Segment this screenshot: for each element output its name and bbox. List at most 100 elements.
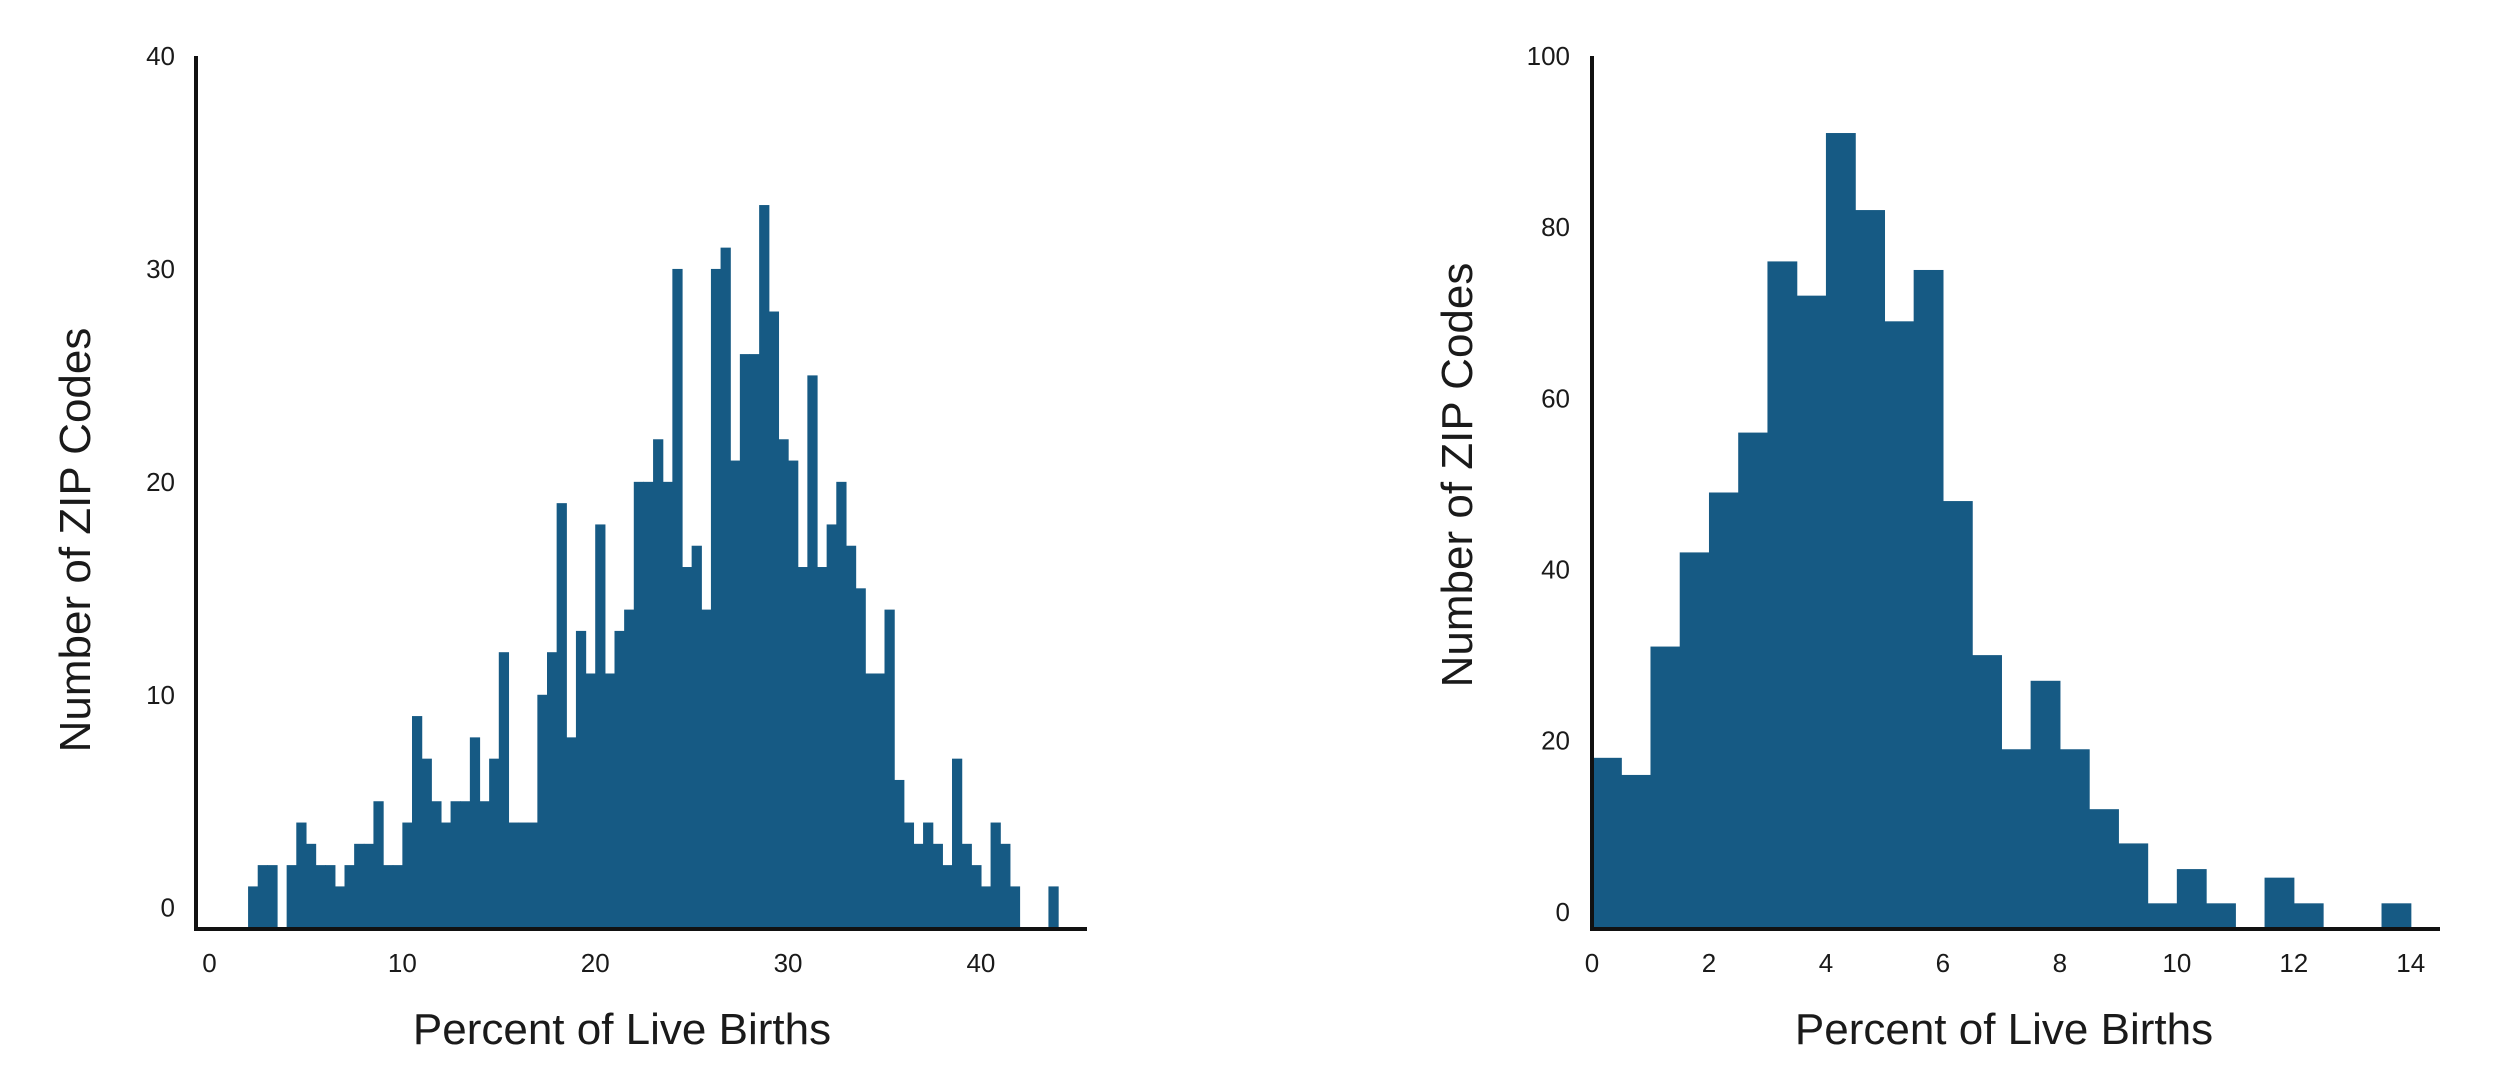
left-histogram-bar [508, 822, 519, 927]
left-histogram-x-ticks: 0 10 20 30 40 [202, 948, 995, 978]
left-histogram-bar [248, 886, 259, 927]
right-histogram-x-tick-label: 6 [1936, 948, 1950, 978]
left-histogram-bar [527, 822, 538, 927]
left-histogram-bar [730, 460, 741, 927]
left-histogram-bar [537, 694, 548, 927]
right-histogram-bar [2030, 680, 2061, 927]
left-histogram-bar [942, 865, 953, 927]
left-histogram-y-tick-label: 0 [161, 893, 175, 923]
left-histogram-bar [286, 865, 297, 927]
right-histogram-bar [1621, 774, 1652, 927]
left-histogram-bar [547, 652, 558, 927]
right-histogram-bar [1679, 552, 1710, 927]
left-histogram-bar [913, 843, 924, 927]
left-histogram-bar [450, 801, 461, 927]
right-histogram-x-tick-label: 8 [2053, 948, 2067, 978]
left-histogram-y-axis-title: Number of ZIP Codes [51, 328, 100, 753]
right-histogram-bar [1767, 261, 1798, 927]
left-histogram-bar [469, 737, 481, 927]
left-histogram-bar [788, 460, 799, 927]
right-histogram-bar [2059, 749, 2090, 927]
left-histogram-x-tick-label: 10 [388, 948, 417, 978]
left-histogram-bars [248, 205, 1059, 928]
right-histogram-bar [1942, 501, 1973, 927]
right-histogram-x-tick-label: 12 [2279, 948, 2308, 978]
right-histogram-bar [2206, 903, 2236, 927]
left-histogram-bar [296, 822, 307, 927]
right-histogram-bar [1650, 646, 1681, 927]
left-histogram-bar [797, 567, 808, 927]
left-histogram-bar [874, 673, 886, 927]
right-histogram-bar [1972, 655, 2002, 927]
left-histogram-bar [575, 630, 587, 927]
left-histogram-bar [325, 865, 336, 927]
left-histogram-bar [923, 822, 934, 927]
left-histogram-bar [363, 843, 375, 927]
left-histogram-y-tick-label: 30 [146, 254, 175, 284]
left-histogram-bar [768, 311, 780, 927]
right-histogram-bar [2001, 749, 2032, 927]
right-histogram-bar [2147, 903, 2178, 927]
right-histogram-bar [2293, 903, 2324, 927]
left-histogram-bar [460, 801, 471, 927]
left-histogram-bar [1009, 886, 1021, 927]
right-histogram-y-tick-label: 20 [1541, 726, 1570, 756]
left-histogram-bar [672, 268, 683, 927]
left-histogram-bar [691, 545, 702, 927]
left-histogram-x-tick-label: 40 [966, 948, 995, 978]
left-histogram-bar [643, 481, 654, 927]
left-histogram-bar [826, 524, 837, 927]
left-histogram-bar [624, 609, 635, 927]
right-histogram-bar [1738, 432, 1769, 927]
left-histogram-y-ticks: 0 10 20 30 40 [146, 41, 175, 923]
right-histogram-x-tick-label: 0 [1585, 948, 1599, 978]
right-histogram-x-tick-label: 4 [1819, 948, 1833, 978]
left-histogram-bar [614, 630, 625, 927]
right-histogram-axes [1590, 56, 2440, 931]
right-histogram-bar [2381, 903, 2412, 927]
left-histogram: 0 10 20 30 40 0 10 20 30 40 Percent of Live Birt… [51, 41, 1087, 1054]
left-histogram-bar [980, 886, 992, 927]
right-histogram-y-tick-label: 0 [1556, 897, 1570, 927]
right-histogram-x-tick-label: 10 [2162, 948, 2191, 978]
left-histogram-bar [759, 205, 770, 928]
right-histogram-bar [2264, 877, 2295, 927]
left-histogram-bar [990, 822, 1001, 927]
right-histogram-bars [1592, 133, 2412, 928]
left-histogram-bar [662, 481, 673, 927]
right-histogram: 0 20 40 60 80 100 0 2 4 6 8 10 12 14 Percent of Live… [1433, 41, 2440, 1054]
left-histogram-bar [739, 354, 751, 928]
left-histogram-bar [267, 865, 278, 927]
right-histogram-y-axis-title: Number of ZIP Codes [1433, 263, 1482, 688]
left-histogram-bar [595, 524, 606, 927]
left-histogram-bar [884, 609, 895, 927]
left-histogram-bar [971, 865, 982, 927]
left-histogram-bar [720, 247, 731, 927]
right-histogram-y-tick-label: 100 [1527, 41, 1570, 71]
right-histogram-y-tick-label: 40 [1541, 555, 1570, 585]
left-histogram-bar [604, 673, 616, 927]
right-histogram-bar [1796, 295, 1827, 927]
right-histogram-bar [1592, 757, 1622, 927]
left-histogram-bar [701, 609, 712, 927]
left-histogram-bar [354, 843, 365, 927]
left-histogram-bar [412, 716, 423, 927]
left-histogram-bar [807, 375, 818, 927]
right-histogram-x-axis-title: Percent of Live Births [1795, 1005, 2213, 1054]
left-histogram-x-tick-label: 20 [581, 948, 610, 978]
left-histogram-y-tick-label: 40 [146, 41, 175, 71]
right-histogram-bar [1913, 269, 1944, 928]
right-histogram-bar [2176, 869, 2207, 927]
left-histogram-bar [305, 843, 317, 927]
left-histogram-x-tick-label: 0 [202, 948, 216, 978]
left-histogram-bar [932, 843, 943, 927]
left-histogram-bar [373, 801, 384, 927]
left-histogram-bar [633, 481, 645, 927]
right-histogram-x-tick-label: 14 [2396, 948, 2425, 978]
left-histogram-bar [894, 779, 905, 927]
left-histogram-bar [710, 268, 722, 927]
left-histogram-bar [315, 865, 326, 927]
right-histogram-bar [1708, 492, 1739, 927]
left-histogram-x-axis-title: Percent of Live Births [413, 1005, 831, 1054]
